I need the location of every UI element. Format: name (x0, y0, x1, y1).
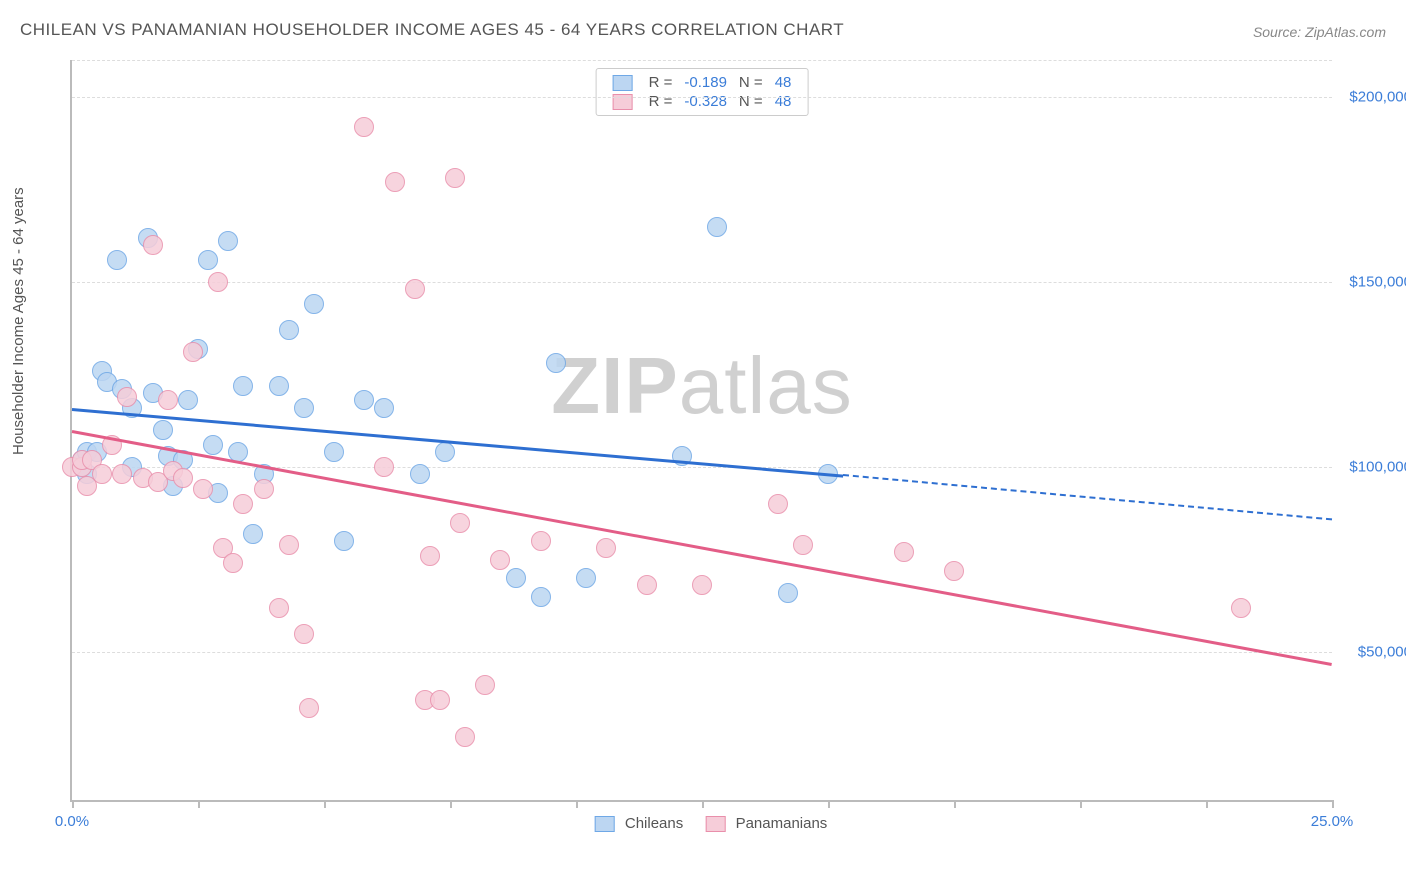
scatter-point (143, 235, 163, 255)
x-tick (576, 800, 578, 808)
scatter-point (455, 727, 475, 747)
plot-area: ZIPatlas R =-0.189N =48R =-0.328N =48 Ch… (70, 60, 1332, 802)
scatter-point (173, 468, 193, 488)
scatter-point (279, 535, 299, 555)
scatter-point (304, 294, 324, 314)
chileans-legend-label: Chileans (625, 815, 683, 832)
scatter-point (233, 376, 253, 396)
x-tick (828, 800, 830, 808)
x-tick-label: 0.0% (55, 813, 89, 830)
scatter-point (546, 353, 566, 373)
scatter-point (233, 494, 253, 514)
scatter-point (294, 398, 314, 418)
scatter-point (223, 553, 243, 573)
gridline (72, 652, 1332, 653)
watermark: ZIPatlas (551, 340, 852, 432)
x-tick (198, 800, 200, 808)
scatter-point (269, 598, 289, 618)
scatter-point (198, 250, 218, 270)
scatter-point (183, 342, 203, 362)
chart-container: Householder Income Ages 45 - 64 years ZI… (20, 55, 1386, 875)
scatter-point (208, 272, 228, 292)
y-tick-label: $150,000 (1337, 274, 1406, 291)
scatter-point (450, 513, 470, 533)
scatter-point (531, 587, 551, 607)
scatter-point (405, 279, 425, 299)
scatter-point (707, 217, 727, 237)
scatter-point (576, 568, 596, 588)
scatter-point (203, 435, 223, 455)
scatter-point (1231, 598, 1251, 618)
scatter-point (490, 550, 510, 570)
scatter-point (793, 535, 813, 555)
scatter-point (334, 531, 354, 551)
x-tick (1080, 800, 1082, 808)
chart-title: CHILEAN VS PANAMANIAN HOUSEHOLDER INCOME… (20, 20, 844, 39)
scatter-point (178, 390, 198, 410)
x-tick-label: 25.0% (1311, 813, 1354, 830)
stats-row: R =-0.189N =48 (607, 73, 798, 92)
scatter-point (596, 538, 616, 558)
gridline (72, 97, 1332, 98)
scatter-point (944, 561, 964, 581)
scatter-point (92, 464, 112, 484)
y-axis-label: Householder Income Ages 45 - 64 years (10, 187, 27, 455)
scatter-point (692, 575, 712, 595)
scatter-point (254, 479, 274, 499)
scatter-point (112, 464, 132, 484)
scatter-point (117, 387, 137, 407)
scatter-point (153, 420, 173, 440)
gridline (72, 282, 1332, 283)
series-legend: Chileans Panamanians (577, 815, 828, 832)
scatter-point (430, 690, 450, 710)
y-tick-label: $100,000 (1337, 459, 1406, 476)
scatter-point (299, 698, 319, 718)
x-tick (702, 800, 704, 808)
scatter-point (410, 464, 430, 484)
y-tick-label: $200,000 (1337, 89, 1406, 106)
scatter-point (158, 390, 178, 410)
x-tick (1206, 800, 1208, 808)
scatter-point (385, 172, 405, 192)
scatter-point (269, 376, 289, 396)
x-tick (324, 800, 326, 808)
scatter-point (894, 542, 914, 562)
scatter-point (420, 546, 440, 566)
x-tick (1332, 800, 1334, 808)
trend-line-dashed (843, 474, 1332, 520)
scatter-point (193, 479, 213, 499)
panamanians-swatch (705, 816, 725, 832)
stats-legend: R =-0.189N =48R =-0.328N =48 (596, 68, 809, 116)
scatter-point (374, 398, 394, 418)
scatter-point (475, 675, 495, 695)
scatter-point (279, 320, 299, 340)
scatter-point (374, 457, 394, 477)
scatter-point (218, 231, 238, 251)
scatter-point (294, 624, 314, 644)
gridline (72, 60, 1332, 61)
panamanians-legend-label: Panamanians (736, 815, 828, 832)
scatter-point (506, 568, 526, 588)
stats-row: R =-0.328N =48 (607, 92, 798, 111)
scatter-point (435, 442, 455, 462)
x-tick (954, 800, 956, 808)
x-tick (450, 800, 452, 808)
scatter-point (768, 494, 788, 514)
scatter-point (637, 575, 657, 595)
y-tick-label: $50,000 (1337, 644, 1406, 661)
scatter-point (531, 531, 551, 551)
scatter-point (354, 117, 374, 137)
scatter-point (445, 168, 465, 188)
scatter-point (354, 390, 374, 410)
scatter-point (324, 442, 344, 462)
scatter-point (107, 250, 127, 270)
source-attribution: Source: ZipAtlas.com (1253, 24, 1386, 40)
scatter-point (778, 583, 798, 603)
x-tick (72, 800, 74, 808)
scatter-point (243, 524, 263, 544)
chileans-swatch (595, 816, 615, 832)
